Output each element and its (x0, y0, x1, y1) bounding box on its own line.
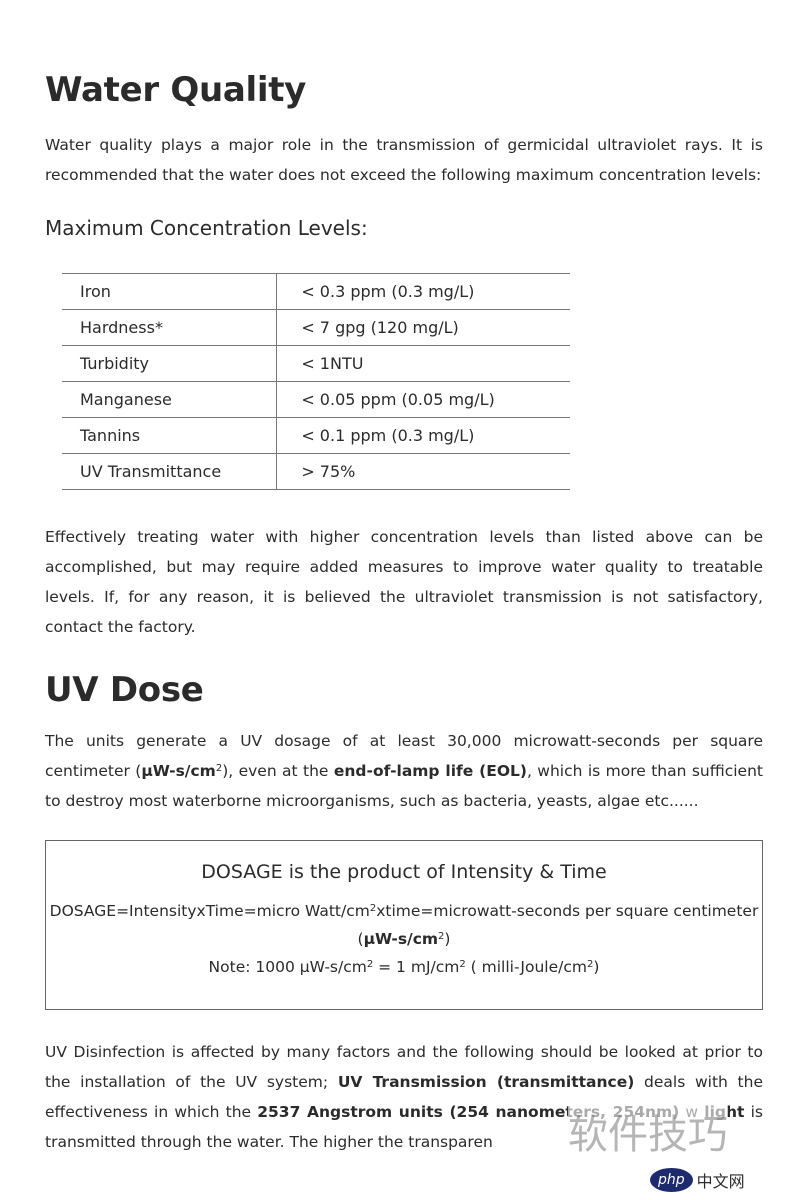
superscript: 2 (369, 903, 377, 914)
text: The units generate a UV dosage of at lea… (45, 732, 763, 780)
text: ) (444, 930, 451, 948)
limit: < 0.3 ppm (0.3 mg/L) (276, 273, 570, 310)
unit: µW-s/cm (141, 762, 216, 780)
logo-text: 中文网 (696, 1172, 745, 1191)
text: ) (593, 958, 600, 976)
text: , which is more than sufficient to destr… (45, 762, 763, 810)
section-title: UV Dose (45, 670, 204, 710)
intro: Water quality plays a major role in the … (45, 136, 763, 184)
parameter: Manganese (62, 381, 277, 418)
superscript: 2 (459, 959, 466, 970)
parameter: Hardness* (62, 309, 277, 346)
unit: µW-s/cm (363, 930, 439, 948)
table-row: Iron < 0.3 ppm (0.3 mg/L) (62, 273, 570, 310)
text: ( milli-Joule/cm (465, 958, 587, 976)
table-row: Turbidity < 1NTU (62, 345, 570, 382)
box-note: Note: 1000 µW-s/cm2 = 1 mJ/cm2 ( milli-J… (46, 953, 762, 981)
box-heading: DOSAGE is the product of Intensity & Tim… (201, 861, 607, 883)
text: deals with the effectiveness in which th… (45, 1073, 763, 1121)
term: end-of-lamp life (EOL) (333, 762, 527, 780)
text: xtime=microwatt-seconds per square centi… (376, 902, 759, 920)
watermark-logo: php 中文网 (650, 1160, 800, 1200)
concentration-table: Iron < 0.3 ppm (0.3 mg/L) Hardness* < 7 gpg… (62, 273, 570, 490)
limit: < 7 gpg (120 mg/L) (276, 309, 570, 346)
logo-mark: php (650, 1168, 693, 1192)
superscript: 2 (438, 931, 445, 942)
limit: < 0.05 ppm (0.05 mg/L) (276, 381, 570, 418)
formula: DOSAGE=IntensityxTime=micro Watt/cm2xtim… (46, 897, 762, 953)
table-row: Tannins < 0.1 ppm (0.3 mg/L) (62, 417, 570, 454)
text: ), even at the (222, 762, 334, 780)
limit: > 75% (276, 453, 570, 490)
table-body: Iron < 0.3 ppm (0.3 mg/L) Hardness* < 7 gpg… (62, 273, 570, 490)
text: DOSAGE=IntensityxTime=micro Watt/cm (49, 902, 370, 920)
superscript: 2 (366, 959, 374, 970)
parameter: Turbidity (62, 345, 277, 382)
watermark: 软件技巧 (568, 1102, 728, 1160)
text: ( (357, 930, 364, 948)
superscript: 2 (587, 959, 594, 970)
term: UV Transmission (transmittance) (337, 1073, 635, 1091)
table-title: Maximum Concentration Levels: (45, 216, 368, 240)
parameter: Iron (62, 273, 277, 310)
section-title: Water Quality (45, 70, 307, 110)
dosage-box: DOSAGE is the product of Intensity & Tim… (45, 840, 763, 1010)
text: = 1 mJ/cm (373, 958, 460, 976)
table-row: UV Transmittance > 75% (62, 453, 570, 490)
parameter: Tannins (62, 417, 277, 454)
parameter: UV Transmittance (62, 453, 277, 490)
limit: < 1NTU (276, 345, 570, 382)
table-row: Manganese < 0.05 ppm (0.05 mg/L) (62, 381, 570, 418)
limit: < 0.1 ppm (0.3 mg/L) (276, 417, 570, 454)
text: is transmitted through the water. The hi… (45, 1103, 763, 1151)
table-row: Hardness* < 7 gpg (120 mg/L) (62, 309, 570, 346)
text: Note: 1000 µW-s/cm (208, 958, 367, 976)
note: Effectively treating water with higher c… (45, 528, 763, 636)
superscript: 2 (215, 763, 223, 774)
paragraph: The units generate a UV dosage of at lea… (45, 726, 763, 816)
text: UV Disinfection is affected by many fact… (45, 1043, 763, 1091)
